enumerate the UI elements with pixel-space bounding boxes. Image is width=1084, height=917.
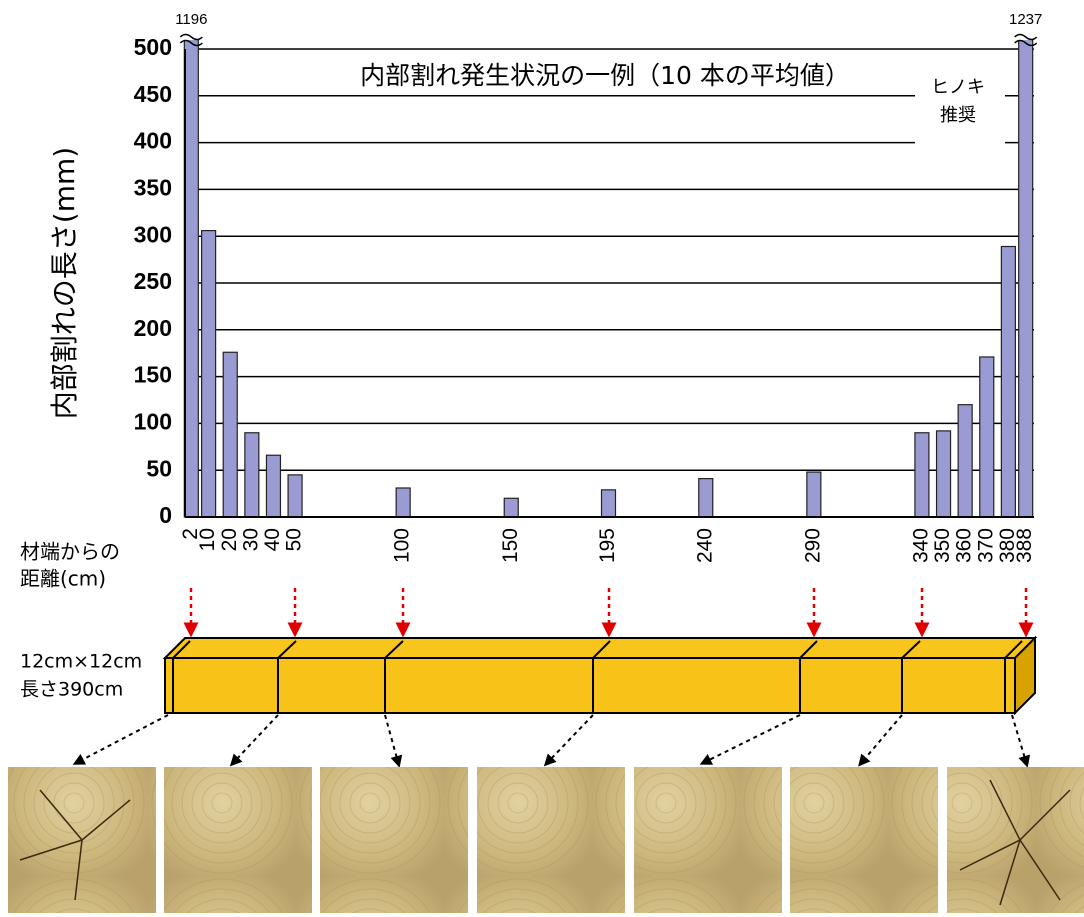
bar bbox=[265, 454, 282, 518]
photo-arrows bbox=[72, 714, 1031, 768]
y-tick-label: 500 bbox=[134, 34, 172, 60]
x-axis-label: 材端からの bbox=[20, 540, 120, 564]
beam-length: 長さ390cm bbox=[20, 679, 123, 701]
y-axis-label: 内部割れの長さ(mm) bbox=[48, 147, 81, 419]
value-label: 1196 bbox=[175, 11, 207, 28]
x-tick-label: 380 bbox=[996, 528, 1019, 563]
x-tick-label: 370 bbox=[974, 528, 997, 563]
position-arrows bbox=[183, 588, 1034, 638]
y-tick-label: 450 bbox=[134, 81, 172, 107]
bar bbox=[935, 430, 952, 518]
x-tick-label: 40 bbox=[261, 528, 284, 551]
bar bbox=[957, 404, 973, 518]
x-tick-label: 10 bbox=[196, 528, 219, 551]
bar bbox=[1018, 40, 1034, 518]
bar bbox=[222, 351, 238, 518]
bars bbox=[183, 40, 1034, 518]
x-tick-label: 388 bbox=[1013, 528, 1036, 563]
annotation-bg bbox=[915, 72, 1005, 152]
y-tick-label: 100 bbox=[134, 408, 172, 434]
y-tick-label: 50 bbox=[146, 455, 172, 481]
y-tick-label: 150 bbox=[134, 362, 172, 388]
y-tick-label: 400 bbox=[134, 128, 172, 154]
x-tick-label: 240 bbox=[693, 528, 716, 563]
bar bbox=[287, 474, 303, 518]
bar bbox=[244, 432, 260, 518]
beam-size: 12cm×12cm bbox=[20, 651, 142, 673]
x-tick-label: 290 bbox=[801, 528, 824, 563]
bar bbox=[806, 471, 822, 518]
x-tick-label: 195 bbox=[596, 528, 619, 563]
bar bbox=[1000, 245, 1016, 518]
annotation: ヒノキ bbox=[931, 77, 985, 98]
axis-break bbox=[179, 33, 203, 47]
bar bbox=[600, 489, 617, 518]
bar bbox=[395, 487, 411, 518]
bar bbox=[201, 229, 217, 518]
value-label: 1237 bbox=[1009, 11, 1042, 28]
y-tick-label: 200 bbox=[134, 315, 172, 341]
x-tick-label: 350 bbox=[931, 528, 954, 563]
x-tick-label: 360 bbox=[953, 528, 976, 563]
x-tick-label: 50 bbox=[283, 528, 306, 551]
plot: 050100150200250300350400450500内部割れ発生状況の一… bbox=[134, 11, 1043, 563]
x-axis-label: 距離(cm) bbox=[20, 567, 106, 591]
x-tick-label: 20 bbox=[218, 528, 241, 551]
y-tick-label: 350 bbox=[134, 174, 172, 200]
x-tick-label: 150 bbox=[499, 528, 522, 563]
chart-title: 内部割れ発生状況の一例（10 本の平均値） bbox=[360, 61, 850, 90]
bar bbox=[698, 478, 714, 518]
x-tick-label: 30 bbox=[239, 528, 262, 551]
bar bbox=[914, 432, 930, 518]
bar bbox=[979, 356, 995, 518]
annotation: 推奨 bbox=[940, 105, 976, 126]
title-bg bbox=[300, 60, 915, 94]
axis-break bbox=[1014, 33, 1038, 47]
y-tick-label: 300 bbox=[134, 221, 172, 247]
x-tick-label: 340 bbox=[909, 528, 932, 563]
x-tick-label: 100 bbox=[391, 528, 414, 563]
y-tick-label: 0 bbox=[159, 502, 172, 528]
y-tick-label: 250 bbox=[134, 268, 172, 294]
bar bbox=[503, 497, 519, 518]
beam bbox=[162, 635, 1038, 716]
x-tick-label: 2 bbox=[179, 528, 202, 540]
cross-section-photos bbox=[8, 767, 1084, 913]
bar bbox=[183, 40, 199, 518]
